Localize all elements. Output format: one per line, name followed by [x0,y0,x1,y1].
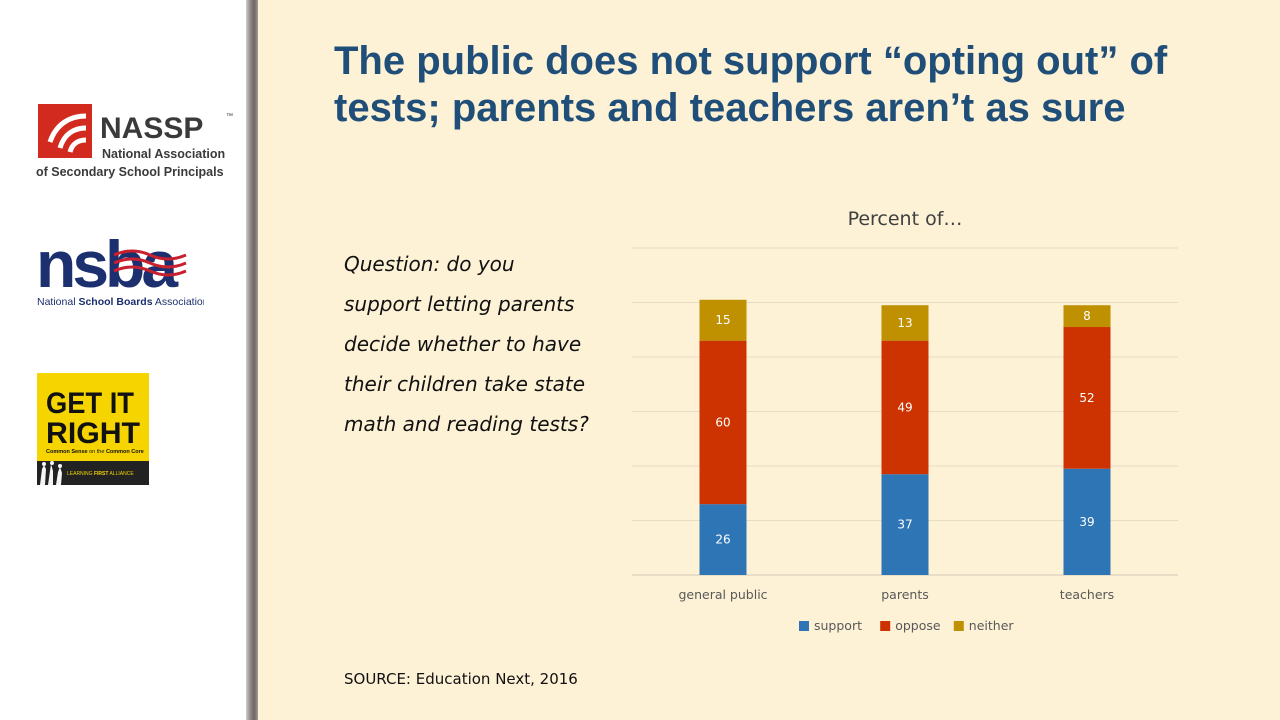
data-label: 8 [1083,309,1091,323]
nassp-logo-mark [38,104,92,158]
bar-segment-oppose [881,340,929,475]
bar-segment-support [881,474,929,575]
flag-stripe-icon [113,249,187,261]
data-label: 60 [715,415,730,429]
survey-question: Question: do you support letting parents… [344,252,589,436]
nsba-logo: nsba National School Boards Association [36,237,204,308]
raised-hands-icon [40,461,62,485]
nassp-line1: National Association [102,147,225,161]
bar-segment-neither [699,299,747,341]
data-label: 52 [1079,391,1094,405]
stacked-bar-chart: Percent of… 26 60 15 37 49 13 39 52 8 general pu… [632,208,1178,633]
legend-swatch-support [799,621,809,631]
data-label: 26 [715,533,730,547]
legend-label: neither [969,618,1015,633]
get-it-right-logo: GET IT RIGHT Common Sense on the Common … [37,373,149,485]
category-labels: general public parents teachers [678,587,1114,602]
legend-swatch-neither [953,621,964,631]
sidebar: NASSP ™ National Association of Secondar… [0,0,246,720]
sidebar-divider [246,0,258,720]
get-it-right-footer: LEARNING FIRST ALLIANCE [67,471,134,477]
trademark-symbol: ™ [226,113,233,120]
bar-segment-oppose [1063,327,1111,469]
legend-label: oppose [895,618,941,633]
bar-segment-support [1063,468,1111,575]
bars: 26 60 15 37 49 13 39 52 8 [699,299,1111,575]
nassp-wordmark: NASSP [100,112,203,145]
category-label: teachers [1060,587,1114,602]
legend-label: support [814,618,862,633]
nsba-caption: National School Boards Association [37,296,204,308]
category-label: parents [881,587,929,602]
data-label: 13 [897,316,912,330]
bar-segment-neither [881,305,929,341]
nassp-logo: NASSP ™ National Association of Secondar… [36,104,233,179]
legend-swatch-oppose [880,621,891,631]
data-label: 15 [715,313,730,327]
nsba-wordmark: nsba [36,237,179,301]
bar-segment-neither [1063,305,1111,328]
slide-title: The public does not support “opting out”… [334,39,1168,130]
get-it-right-line1: GET IT [46,387,134,420]
bar-segment-support [699,504,747,575]
get-it-right-tagline: Common Sense on the Common Core [46,449,144,455]
source-note: SOURCE: Education Next, 2016 [344,670,578,688]
get-it-right-line2: RIGHT [46,417,140,450]
bar-segment-oppose [699,340,747,505]
data-label: 49 [897,400,912,414]
category-label: general public [678,587,767,602]
data-label: 39 [1079,515,1094,529]
chart-title: Percent of… [848,208,963,230]
data-label: 37 [897,518,912,532]
legend: support oppose neither [799,618,1014,633]
nassp-line2: of Secondary School Principals [36,165,224,179]
